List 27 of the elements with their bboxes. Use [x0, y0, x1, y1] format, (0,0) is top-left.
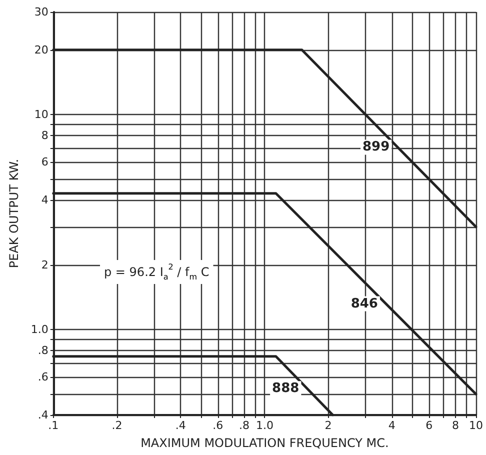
x-axis-title: MAXIMUM MODULATION FREQUENCY MC. [140, 436, 389, 450]
x-tick-label: 8 [452, 419, 460, 432]
x-tick-label: .4 [175, 419, 186, 432]
y-tick-label: 2 [41, 258, 48, 272]
series-label: 888 [272, 381, 300, 396]
y-tick-label: 6 [41, 156, 48, 169]
y-tick-label: .6 [38, 370, 48, 384]
y-tick-label: 1.0 [30, 322, 48, 336]
x-tick-label: .6 [212, 419, 224, 432]
y-tick-label: .8 [38, 344, 48, 357]
y-tick-label: 20 [34, 43, 48, 56]
y-tick-label: 4 [41, 194, 48, 207]
x-tick-label: 2 [324, 419, 332, 432]
x-tick-label: .8 [238, 419, 250, 432]
y-tick-label: 8 [41, 128, 48, 142]
series-label: 899 [362, 140, 390, 155]
x-tick-label: 6 [426, 419, 433, 432]
series-label: 846 [350, 296, 378, 312]
y-tick-label: 10 [34, 108, 48, 122]
y-axis-title: PEAK OUTPUT KW. [7, 158, 21, 268]
x-tick-label: .1 [48, 419, 59, 432]
y-tick-label: .4 [38, 408, 48, 422]
x-tick-label: 1.0 [256, 419, 274, 432]
y-tick-label: 30 [34, 6, 48, 18]
x-tick-label: .2 [112, 419, 122, 432]
x-tick-label: 10 [469, 419, 483, 432]
x-tick-label: 4 [388, 419, 396, 432]
